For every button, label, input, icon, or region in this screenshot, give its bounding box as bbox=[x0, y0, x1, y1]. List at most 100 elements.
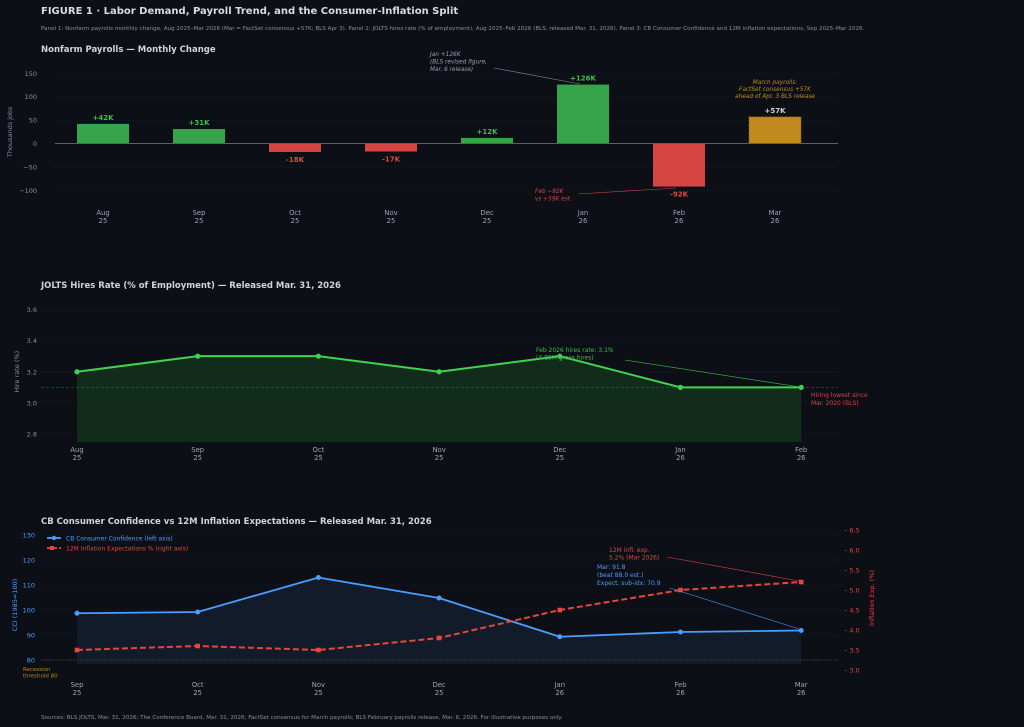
y-tick-label-right: – 3.0 bbox=[844, 667, 860, 675]
data-label: +12K bbox=[476, 128, 498, 136]
data-point-inflation bbox=[557, 607, 563, 613]
x-tick-label: Mar 26 bbox=[769, 209, 782, 225]
data-point-cci bbox=[678, 629, 683, 635]
bar bbox=[365, 143, 417, 152]
legend-marker-cci bbox=[51, 535, 57, 541]
data-point bbox=[74, 369, 80, 375]
area-fill bbox=[77, 356, 802, 442]
y-tick-label-right: – 6.5 bbox=[844, 527, 860, 535]
panel-jolts: JOLTS Hires Rate (% of Employment) — Rel… bbox=[13, 281, 868, 462]
y-tick-label: −50 bbox=[23, 163, 37, 171]
x-tick-label: Feb 26 bbox=[674, 681, 686, 697]
x-tick-label: Mar 26 bbox=[795, 681, 808, 697]
x-tick-label: Aug 25 bbox=[70, 446, 83, 462]
y-tick-label-right: – 4.0 bbox=[844, 627, 860, 635]
x-tick-label: Feb 26 bbox=[795, 446, 807, 462]
x-tick-label: Dec 25 bbox=[553, 446, 566, 462]
x-tick-label: Oct 25 bbox=[313, 446, 325, 462]
data-point-inflation bbox=[195, 643, 200, 649]
data-point-inflation bbox=[798, 579, 804, 585]
x-tick-label: Sep 25 bbox=[191, 446, 204, 462]
y-tick-label-left: 90 bbox=[27, 632, 35, 640]
y-axis-label-right: Inflation Exp. (%) bbox=[868, 570, 876, 626]
panel-title: CB Consumer Confidence vs 12M Inflation … bbox=[41, 517, 432, 527]
annotation-jan: Jan +126K (BLS revised figure, Mar. 6 rele… bbox=[429, 52, 487, 73]
data-label: -92K bbox=[670, 191, 689, 199]
bar bbox=[653, 143, 705, 187]
annotation-leader bbox=[666, 556, 800, 582]
data-point bbox=[798, 384, 804, 390]
data-point-inflation bbox=[436, 635, 442, 641]
x-tick-label: Aug 25 bbox=[96, 209, 109, 225]
bar bbox=[269, 143, 321, 152]
data-label: +31K bbox=[188, 119, 210, 127]
figure-title: FIGURE 1 · Labor Demand, Payroll Trend, … bbox=[41, 6, 458, 17]
x-tick-label: Sep 25 bbox=[71, 681, 84, 697]
y-axis-label: Thousands jobs bbox=[6, 106, 14, 158]
legend: CB Consumer Confidence (left axis) 12M In… bbox=[47, 536, 188, 553]
data-label: +57K bbox=[764, 107, 786, 115]
y-tick-label-right: – 3.5 bbox=[844, 647, 860, 655]
data-point bbox=[315, 353, 321, 359]
data-point bbox=[677, 384, 684, 390]
data-point-cci bbox=[798, 628, 804, 633]
annotation-mar: March payrolls: FactSet consensus +57K ahe… bbox=[735, 80, 815, 100]
x-tick-label: Feb 26 bbox=[673, 209, 685, 225]
y-tick-label-left: 100 bbox=[23, 607, 35, 615]
recession-threshold-label: Recession threshold 80 bbox=[23, 667, 58, 680]
y-tick-label-right: – 6.0 bbox=[844, 547, 860, 555]
figure-subtitle: Panel 1: Nonfarm payrolls monthly change… bbox=[41, 26, 865, 32]
x-tick-label: Nov 25 bbox=[384, 209, 397, 225]
y-axis-label-left: CCI (1985=100) bbox=[11, 579, 19, 632]
bar bbox=[748, 116, 802, 145]
annotation-leader bbox=[624, 359, 801, 388]
y-tick-label-left: 120 bbox=[23, 557, 35, 565]
panel-title: Nonfarm Payrolls — Monthly Change bbox=[41, 45, 216, 55]
y-tick-label: 3.0 bbox=[27, 399, 37, 407]
annotation-cci: Mar: 91.8 (beat 88.0 est.) Expect. sub-idx… bbox=[597, 564, 661, 587]
legend-label-cci: CB Consumer Confidence (left axis) bbox=[66, 536, 173, 543]
data-point-cci bbox=[315, 575, 321, 580]
data-point-inflation bbox=[74, 647, 80, 653]
bar bbox=[557, 84, 609, 144]
data-point-cci bbox=[74, 610, 80, 616]
x-tick-label: Nov 25 bbox=[432, 446, 445, 462]
bar bbox=[461, 137, 513, 144]
y-tick-label: 3.2 bbox=[27, 368, 37, 376]
x-tick-label: Nov 25 bbox=[312, 681, 325, 697]
annotation-leader bbox=[577, 187, 677, 195]
y-tick-label: 100 bbox=[25, 93, 37, 101]
x-tick-label: Jan 26 bbox=[554, 681, 565, 697]
figure-footer: Sources: BLS JOLTS, Mar. 31, 2026; The C… bbox=[41, 715, 563, 721]
x-tick-label: Sep 25 bbox=[193, 209, 206, 225]
y-tick-label: 3.6 bbox=[27, 306, 37, 314]
y-tick-label-right: – 5.0 bbox=[844, 587, 860, 595]
data-point bbox=[195, 353, 201, 359]
y-tick-label: 2.8 bbox=[27, 431, 37, 439]
y-tick-label: 3.4 bbox=[27, 337, 37, 345]
y-tick-label: 0 bbox=[33, 140, 37, 148]
data-label: -18K bbox=[286, 156, 305, 164]
data-point-cci bbox=[195, 609, 201, 615]
annotation-lowest: Hiring lowest since Mar. 2020 (BLS) bbox=[811, 392, 868, 407]
data-label: -17K bbox=[382, 155, 401, 163]
x-tick-label: Dec 25 bbox=[433, 681, 446, 697]
data-point-inflation bbox=[678, 587, 683, 593]
annotation-feb-rate: Feb 2026 hires rate: 3.1% (4.85M gross hi… bbox=[536, 347, 614, 362]
data-point bbox=[557, 353, 563, 359]
y-tick-label: 150 bbox=[25, 70, 37, 78]
y-axis-label: Hire rate (%) bbox=[13, 351, 21, 393]
legend-label-inflation: 12M Inflation Expectations % (right axis… bbox=[66, 546, 188, 553]
x-tick-label: Oct 25 bbox=[192, 681, 204, 697]
x-tick-label: Jan 26 bbox=[577, 209, 588, 225]
bar bbox=[173, 129, 225, 144]
bar bbox=[77, 123, 129, 144]
y-tick-label-right: – 5.5 bbox=[844, 567, 860, 575]
x-tick-label: Dec 25 bbox=[480, 209, 493, 225]
annotation-inflation: 12M infl. exp. 5.2% (Mar 2026) bbox=[609, 547, 659, 562]
y-tick-label: 50 bbox=[29, 117, 37, 125]
y-tick-label: −100 bbox=[19, 187, 37, 195]
x-tick-label: Jan 26 bbox=[674, 446, 685, 462]
y-tick-label-left: 130 bbox=[23, 532, 35, 540]
